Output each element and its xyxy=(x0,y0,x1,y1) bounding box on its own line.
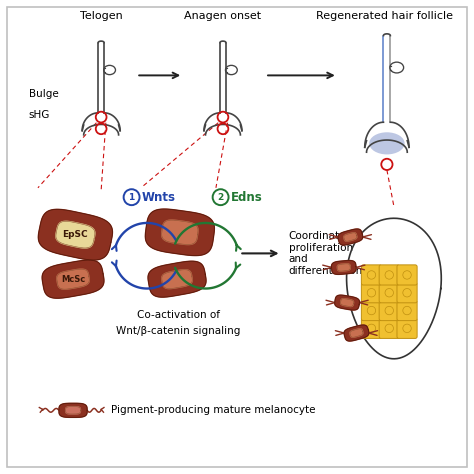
Polygon shape xyxy=(335,295,359,310)
Polygon shape xyxy=(65,407,81,414)
Text: Bulge: Bulge xyxy=(28,89,58,99)
Text: Wnt/β-catenin signaling: Wnt/β-catenin signaling xyxy=(116,326,241,336)
Text: Coordinated
proliferation
and
differentiation: Coordinated proliferation and differenti… xyxy=(289,231,363,276)
Polygon shape xyxy=(148,261,206,297)
Text: 1: 1 xyxy=(128,193,135,201)
Polygon shape xyxy=(346,218,441,359)
Polygon shape xyxy=(344,325,369,341)
FancyBboxPatch shape xyxy=(379,318,399,338)
Text: Wnts: Wnts xyxy=(142,191,176,204)
Polygon shape xyxy=(42,260,104,298)
Polygon shape xyxy=(331,261,356,274)
Polygon shape xyxy=(344,233,357,241)
FancyBboxPatch shape xyxy=(379,301,399,320)
Polygon shape xyxy=(338,229,363,245)
Circle shape xyxy=(213,189,228,205)
Polygon shape xyxy=(146,209,214,255)
FancyBboxPatch shape xyxy=(361,283,382,303)
Polygon shape xyxy=(57,269,89,289)
FancyBboxPatch shape xyxy=(379,265,399,285)
Polygon shape xyxy=(341,299,354,307)
Text: EpSC: EpSC xyxy=(63,230,88,239)
FancyBboxPatch shape xyxy=(361,318,382,338)
Text: Edns: Edns xyxy=(231,191,263,204)
Text: Pigment-producing mature melanocyte: Pigment-producing mature melanocyte xyxy=(110,405,315,415)
FancyBboxPatch shape xyxy=(361,301,382,320)
Polygon shape xyxy=(162,220,198,245)
FancyBboxPatch shape xyxy=(397,301,417,320)
Circle shape xyxy=(124,189,139,205)
FancyBboxPatch shape xyxy=(397,265,417,285)
Text: 2: 2 xyxy=(218,193,224,201)
Polygon shape xyxy=(337,264,350,271)
Polygon shape xyxy=(38,210,112,260)
FancyBboxPatch shape xyxy=(397,318,417,338)
Polygon shape xyxy=(59,403,87,417)
Text: McSc: McSc xyxy=(61,274,85,283)
Text: Regenerated hair follicle: Regenerated hair follicle xyxy=(316,11,453,21)
FancyBboxPatch shape xyxy=(7,7,467,467)
Text: sHG: sHG xyxy=(28,110,50,120)
FancyBboxPatch shape xyxy=(361,265,382,285)
Text: Anagen onset: Anagen onset xyxy=(184,11,262,21)
Text: Telogen: Telogen xyxy=(80,11,122,21)
FancyBboxPatch shape xyxy=(397,283,417,303)
Text: Co-activation of: Co-activation of xyxy=(137,310,220,319)
Polygon shape xyxy=(350,329,363,337)
Polygon shape xyxy=(162,270,192,289)
Polygon shape xyxy=(56,221,95,248)
FancyBboxPatch shape xyxy=(379,283,399,303)
Ellipse shape xyxy=(369,132,405,155)
